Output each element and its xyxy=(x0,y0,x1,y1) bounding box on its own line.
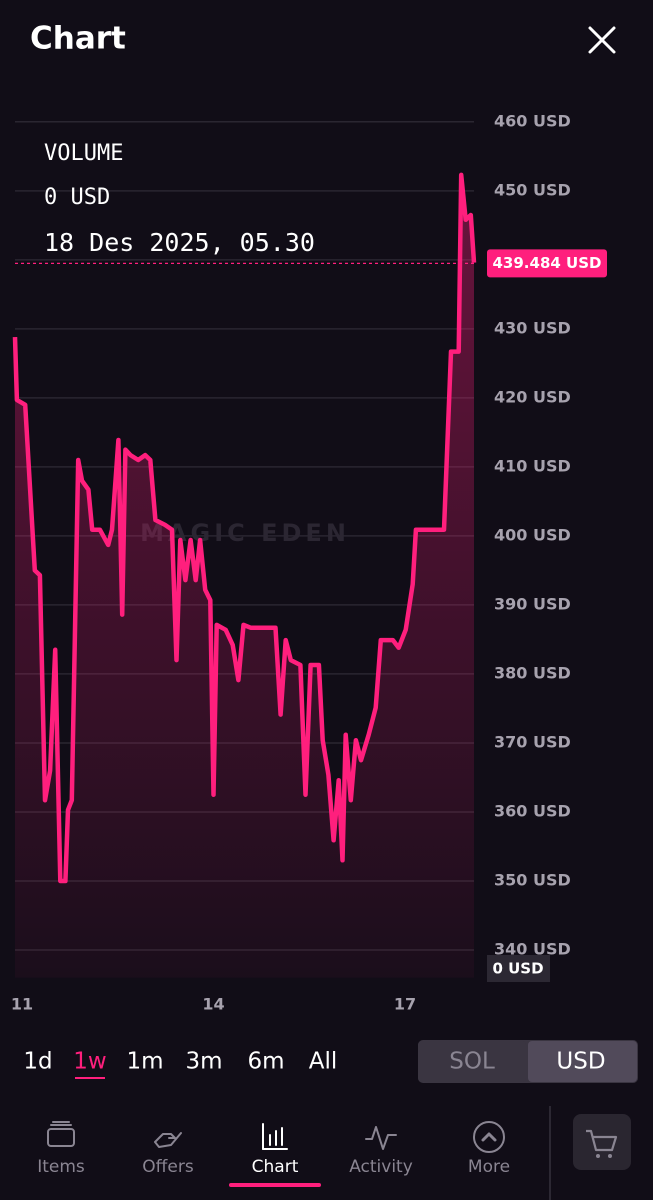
tooltip-value: 0 USD xyxy=(44,185,110,210)
nav-label[interactable]: More xyxy=(468,1157,510,1177)
y-tick-label: 360 USD xyxy=(494,801,571,820)
currency-option[interactable] xyxy=(418,1041,526,1082)
y-tick-label: 420 USD xyxy=(494,387,571,406)
x-tick-label: 17 xyxy=(394,995,416,1014)
range-tab[interactable]: 1w xyxy=(73,1049,106,1075)
y-tick-label: 460 USD xyxy=(494,111,571,130)
x-tick-label: 11 xyxy=(11,995,33,1014)
range-tab[interactable]: 3m xyxy=(185,1049,222,1075)
y-tick-label: 450 USD xyxy=(494,180,571,199)
current-price-pill xyxy=(487,249,607,278)
y-tick-label: 390 USD xyxy=(494,594,571,613)
nav-label[interactable]: Offers xyxy=(142,1157,194,1177)
current-price-label: 439.484 USD xyxy=(493,254,602,272)
nav-active-indicator xyxy=(229,1183,321,1187)
price-area xyxy=(15,174,474,978)
nav-icon xyxy=(262,1123,288,1150)
y-tick-label: 370 USD xyxy=(494,732,571,751)
range-tab[interactable]: 1m xyxy=(126,1049,163,1075)
range-tabs: 1d 1w 1m 3m 6m All xyxy=(23,1049,337,1079)
y-tick-label: 430 USD xyxy=(494,318,571,337)
x-tick-label: 14 xyxy=(202,995,224,1014)
currency-label[interactable]: USD xyxy=(556,1049,605,1075)
currency-label[interactable]: SOL xyxy=(449,1049,495,1075)
y-tick-label: 410 USD xyxy=(494,456,571,475)
header-title: Chart xyxy=(30,21,126,57)
y-tick-label: 380 USD xyxy=(494,663,571,682)
nav-label[interactable]: Chart xyxy=(252,1157,299,1177)
nav-label[interactable]: Activity xyxy=(349,1157,413,1177)
nav-label[interactable]: Items xyxy=(37,1157,85,1177)
close-button[interactable] xyxy=(588,26,616,54)
bottom-nav: Items Offers Chart Activity More xyxy=(37,1121,510,1187)
currency-toggle: SOL USD xyxy=(418,1040,638,1083)
tooltip-label: VOLUME xyxy=(44,141,123,166)
nav-icon xyxy=(154,1132,182,1148)
y-tick-label: 400 USD xyxy=(494,525,571,544)
range-tab[interactable]: 6m xyxy=(247,1049,284,1075)
range-tab[interactable]: All xyxy=(309,1049,338,1075)
cart-button[interactable] xyxy=(573,1114,631,1170)
chart: 340 USD 350 USD 360 USD 370 USD 380 USD 390 U… xyxy=(11,111,607,1014)
range-tab[interactable]: 1d xyxy=(23,1049,52,1075)
price-line xyxy=(12,172,477,884)
y-tick-label: 350 USD xyxy=(494,870,571,889)
nav-icon xyxy=(473,1121,505,1153)
nav-icon xyxy=(365,1126,397,1150)
nav-icon xyxy=(47,1121,75,1147)
volume-label: 0 USD xyxy=(492,960,543,978)
volume-pill xyxy=(487,955,550,982)
currency-option[interactable] xyxy=(528,1041,637,1082)
tooltip-date: 18 Des 2025, 05.30 xyxy=(44,228,315,257)
y-tick-label: 340 USD xyxy=(494,939,571,958)
